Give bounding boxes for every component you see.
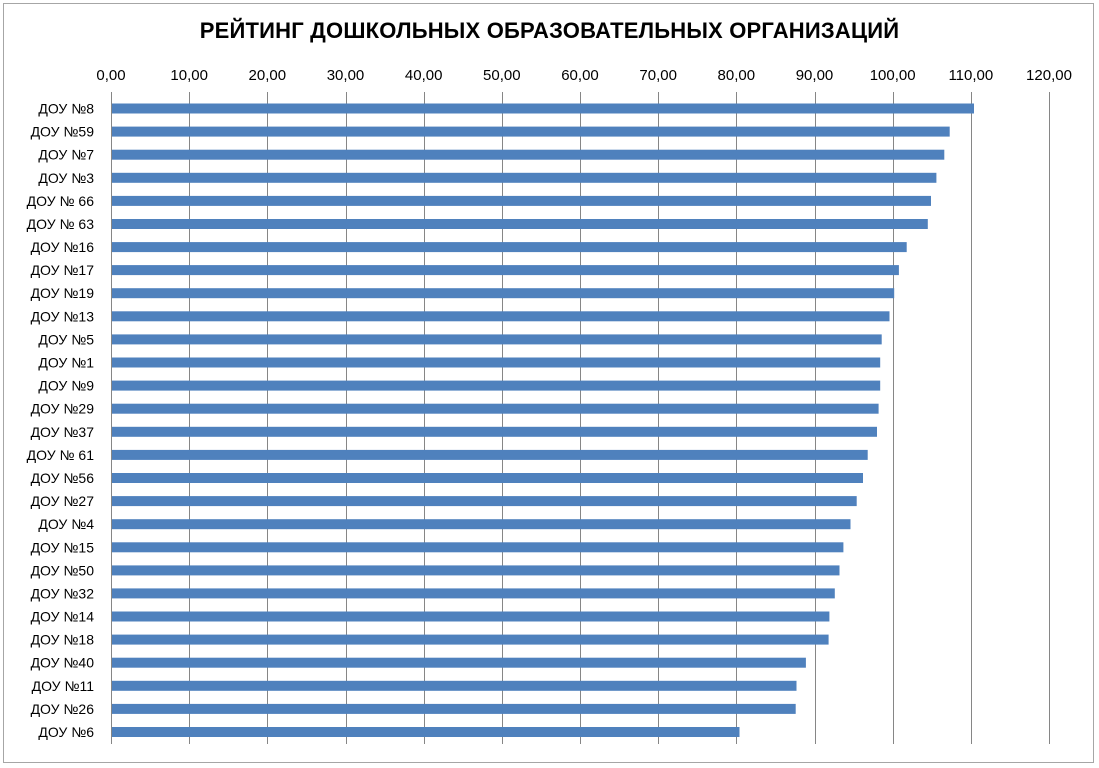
bar (111, 657, 806, 668)
bar (111, 219, 928, 229)
category-label: ДОУ №40 (31, 655, 95, 671)
category-label: ДОУ №13 (31, 308, 95, 324)
bar (111, 149, 945, 160)
x-tick-label: 10,00 (170, 67, 208, 84)
bar (111, 565, 840, 576)
bar (111, 103, 974, 114)
bar (111, 727, 740, 737)
category-label: ДОУ №32 (31, 585, 95, 601)
bars (111, 103, 974, 737)
category-label: ДОУ №27 (31, 493, 95, 509)
bar (111, 357, 881, 368)
x-tick-label: 80,00 (718, 67, 756, 84)
bar (111, 473, 863, 483)
bar (111, 611, 830, 622)
x-tick-label: 0,00 (96, 67, 125, 84)
x-tick-label: 60,00 (561, 67, 599, 84)
bar (111, 311, 890, 322)
x-tick-label: 100,00 (870, 67, 916, 84)
bar (111, 496, 857, 507)
bar (111, 172, 937, 183)
bar (111, 542, 844, 553)
x-tick-label: 30,00 (327, 67, 365, 84)
x-tick-label: 110,00 (948, 67, 993, 84)
x-tick-label: 90,00 (796, 67, 834, 84)
category-label: ДОУ №6 (38, 724, 94, 740)
x-axis-tick-labels: 0,00 10,00 20,00 30,00 40,00 50,00 60,00 70,00 8… (96, 67, 1072, 84)
bar (111, 634, 829, 645)
category-label: ДОУ №15 (31, 539, 95, 555)
category-label: ДОУ №37 (31, 424, 95, 440)
category-label: ДОУ №29 (31, 401, 95, 417)
category-label: ДОУ №4 (38, 516, 94, 532)
category-label: ДОУ №59 (31, 124, 95, 140)
bar (111, 588, 835, 599)
category-label: ДОУ №56 (31, 470, 95, 486)
x-tick-label: 40,00 (405, 67, 443, 84)
category-label: ДОУ №8 (38, 101, 94, 117)
bar (111, 265, 899, 276)
category-label: ДОУ №1 (38, 355, 94, 371)
category-label: ДОУ № 63 (27, 216, 95, 232)
chart-title: РЕЙТИНГ ДОШКОЛЬНЫХ ОБРАЗОВАТЕЛЬНЫХ ОРГАН… (199, 18, 900, 43)
bar (111, 288, 895, 299)
bar (111, 195, 931, 206)
bar (111, 519, 851, 530)
category-label: ДОУ №16 (31, 239, 95, 255)
bar (111, 703, 796, 714)
bar (111, 334, 882, 345)
category-label: ДОУ №18 (31, 632, 95, 648)
bar (111, 449, 868, 460)
category-label: ДОУ №11 (32, 678, 95, 694)
y-axis-category-labels: ДОУ №8 ДОУ №59 ДОУ №7 ДОУ №3 ДОУ № 66 ДОУ № 6… (27, 101, 95, 741)
category-label: ДОУ №19 (31, 285, 95, 301)
bar (111, 242, 907, 253)
category-label: ДОУ № 66 (27, 193, 95, 209)
category-label: ДОУ №9 (38, 378, 94, 394)
gridlines (111, 92, 1050, 744)
bar (111, 403, 879, 414)
category-label: ДОУ №26 (31, 701, 95, 717)
category-label: ДОУ №50 (31, 562, 95, 578)
category-label: ДОУ №14 (31, 609, 95, 625)
category-label: ДОУ №5 (38, 331, 94, 347)
bar (111, 126, 950, 137)
category-label: ДОУ №3 (38, 170, 94, 186)
bar (111, 680, 797, 691)
bar (111, 426, 877, 437)
bar (111, 380, 881, 391)
category-label: ДОУ №17 (31, 262, 95, 278)
x-tick-label: 120,00 (1026, 67, 1072, 84)
category-label: ДОУ №7 (38, 147, 94, 163)
x-tick-label: 70,00 (639, 67, 677, 84)
x-tick-label: 20,00 (249, 67, 287, 84)
category-label: ДОУ № 61 (27, 447, 95, 463)
x-tick-label: 50,00 (483, 67, 521, 84)
